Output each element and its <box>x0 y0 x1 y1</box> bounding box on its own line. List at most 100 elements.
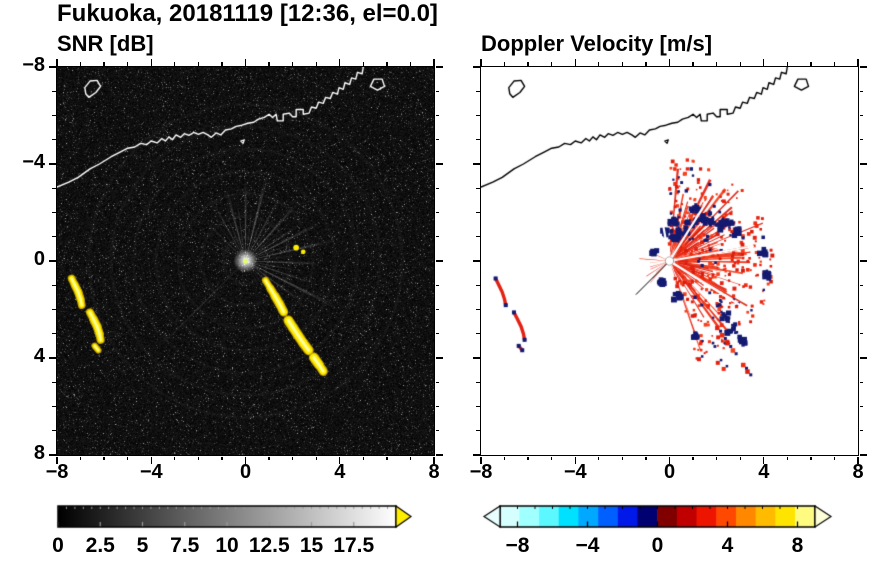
tick-mark <box>127 62 129 66</box>
tick-mark <box>48 66 56 68</box>
tick-mark <box>621 62 624 66</box>
y-tick-label: 4 <box>33 345 45 367</box>
tick-mark <box>435 405 439 408</box>
tick-mark <box>859 430 863 432</box>
snr-colorbar <box>56 504 417 531</box>
doppler-colorbar-label: −4 <box>575 534 600 557</box>
tick-mark <box>197 456 200 460</box>
tick-mark <box>435 211 439 214</box>
tick-mark <box>692 62 694 66</box>
x-tick-label: −4 <box>139 461 163 483</box>
x-tick-label: −8 <box>45 461 69 483</box>
x-tick-label: 8 <box>852 461 864 483</box>
tick-mark <box>435 430 439 432</box>
tick-mark <box>476 308 480 311</box>
tick-mark <box>127 456 129 460</box>
tick-mark <box>386 456 388 460</box>
tick-mark <box>859 187 863 189</box>
tick-mark <box>551 456 553 460</box>
doppler-panel-title: Doppler Velocity [m/s] <box>481 31 713 56</box>
tick-mark <box>859 211 863 214</box>
tick-mark <box>476 333 480 335</box>
tick-mark <box>574 58 576 66</box>
tick-mark <box>859 139 863 141</box>
snr-panel-title: SNR [dB] <box>57 31 154 56</box>
tick-mark <box>692 456 694 460</box>
tick-mark <box>409 456 412 460</box>
tick-mark <box>48 357 56 359</box>
tick-mark <box>859 357 867 359</box>
tick-mark <box>786 62 788 66</box>
tick-mark <box>435 66 443 68</box>
snr-colorbar-label: 2.5 <box>85 534 115 557</box>
tick-mark <box>739 456 741 460</box>
tick-mark <box>715 456 718 460</box>
x-tick-label: −4 <box>563 461 587 483</box>
tick-mark <box>472 357 480 359</box>
y-tick-label: 0 <box>33 248 45 270</box>
tick-mark <box>435 163 443 165</box>
tick-mark <box>859 405 863 408</box>
tick-mark <box>435 284 439 286</box>
tick-mark <box>476 405 480 408</box>
tick-mark <box>476 381 480 383</box>
tick-mark <box>668 58 671 66</box>
tick-mark <box>150 58 152 66</box>
tick-mark <box>574 456 576 464</box>
tick-mark <box>810 456 812 460</box>
tick-mark <box>339 58 341 66</box>
tick-mark <box>197 62 200 66</box>
tick-mark <box>763 456 765 464</box>
tick-mark <box>48 260 56 262</box>
tick-mark <box>150 456 152 464</box>
tick-mark <box>621 456 624 460</box>
snr-colorbar-label: 17.5 <box>333 534 375 557</box>
tick-mark <box>435 333 439 335</box>
doppler-colorbar <box>482 504 837 531</box>
tick-mark <box>476 284 480 286</box>
doppler-plot <box>481 67 858 455</box>
tick-mark <box>435 357 443 359</box>
tick-mark <box>52 430 56 432</box>
tick-mark <box>221 62 223 66</box>
tick-mark <box>435 260 443 262</box>
tick-mark <box>598 62 600 66</box>
tick-mark <box>715 62 718 66</box>
tick-mark <box>435 381 439 383</box>
tick-mark <box>103 62 105 66</box>
tick-mark <box>435 139 439 141</box>
tick-mark <box>52 308 56 311</box>
tick-mark <box>472 66 480 68</box>
tick-mark <box>52 333 56 335</box>
tick-mark <box>480 456 482 464</box>
snr-plot-frame <box>55 65 435 456</box>
tick-mark <box>435 308 439 311</box>
tick-mark <box>739 62 741 66</box>
snr-colorbar-label: 12.5 <box>248 534 290 557</box>
tick-mark <box>857 456 859 464</box>
x-tick-label: 4 <box>334 461 346 483</box>
tick-mark <box>291 62 294 66</box>
tick-mark <box>645 62 647 66</box>
tick-mark <box>859 333 863 335</box>
tick-mark <box>859 454 867 456</box>
tick-mark <box>52 405 56 408</box>
tick-mark <box>174 62 176 66</box>
tick-mark <box>810 62 812 66</box>
tick-mark <box>551 62 553 66</box>
tick-mark <box>645 456 647 460</box>
tick-mark <box>472 260 480 262</box>
tick-mark <box>476 187 480 189</box>
tick-mark <box>859 90 863 92</box>
tick-mark <box>409 62 412 66</box>
tick-mark <box>786 456 788 460</box>
tick-mark <box>52 114 56 117</box>
y-tick-label: 8 <box>33 442 45 464</box>
tick-mark <box>362 456 364 460</box>
tick-mark <box>79 62 82 66</box>
tick-mark <box>48 454 56 456</box>
doppler-colorbar-label: 4 <box>721 534 734 557</box>
tick-mark <box>763 58 765 66</box>
tick-mark <box>476 211 480 214</box>
x-tick-label: 4 <box>758 461 770 483</box>
